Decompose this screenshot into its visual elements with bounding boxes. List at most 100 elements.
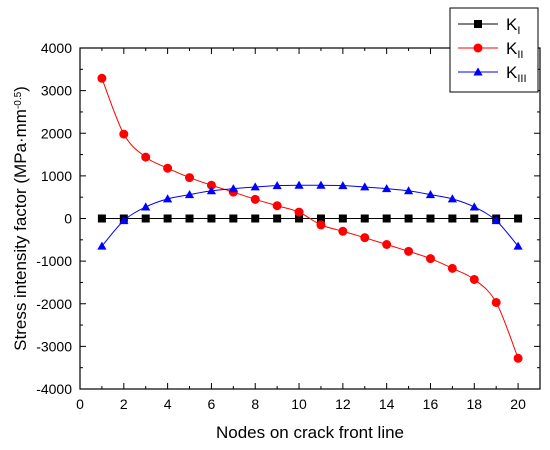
data-point (338, 214, 347, 223)
x-tick-label: 8 (251, 396, 259, 412)
series-layer (97, 73, 523, 363)
data-point (425, 190, 436, 199)
x-axis: 0 2 4 6 8 10 12 14 16 18 20 (76, 48, 541, 412)
series-triangle (97, 180, 523, 250)
x-tick-label: 12 (335, 396, 351, 412)
legend-entry: KI (458, 15, 520, 37)
data-point (97, 241, 107, 250)
y-axis-title: Stress intensity factor (MPa·mm-0.5) (11, 86, 30, 351)
data-point (250, 194, 260, 204)
plot-area: -4000 -3000 -2000 -1000 0 1000 2000 3000 4000 0 2… (36, 40, 541, 412)
legend-entry: KII (458, 39, 523, 61)
y-tick-label: -4000 (36, 381, 72, 397)
data-point (338, 226, 348, 236)
data-point (272, 201, 282, 211)
legend-label: KI (506, 15, 520, 37)
data-point (447, 194, 457, 203)
legend-label: KII (506, 39, 523, 61)
y-tick-label: 4000 (41, 40, 72, 56)
data-point (184, 190, 195, 199)
x-axis-title: Nodes on crack front line (216, 423, 404, 442)
x-tick-label: 0 (76, 396, 84, 412)
y-tick-label: 2000 (41, 125, 72, 141)
data-point (448, 214, 457, 223)
data-point (514, 214, 523, 223)
data-point (141, 152, 151, 162)
data-point (360, 182, 370, 191)
svg-text:Stress intensity factor (MPa·m: Stress intensity factor (MPa·mm-0.5) (11, 86, 30, 351)
y-tick-label: 0 (64, 211, 72, 227)
legend-entry: KIII (458, 63, 527, 85)
y-axis-title-main: Stress intensity factor (MPa·mm (11, 109, 30, 351)
data-point (207, 214, 216, 223)
data-point (403, 186, 414, 195)
data-point (295, 214, 304, 223)
data-point (229, 214, 238, 223)
data-point (338, 181, 348, 190)
y-axis-title-exponent: -0.5 (13, 91, 24, 109)
y-tick-label: 3000 (41, 83, 72, 99)
series-circle (97, 73, 523, 363)
data-point (272, 181, 282, 190)
data-point (97, 73, 107, 83)
data-point (404, 214, 413, 223)
data-point (185, 173, 195, 183)
data-point (469, 202, 479, 211)
data-point (251, 214, 260, 223)
y-tick-label: -1000 (36, 253, 72, 269)
data-point (425, 254, 435, 264)
data-point (491, 216, 501, 225)
x-tick-label: 18 (466, 396, 482, 412)
y-axis-title-close: ) (11, 86, 30, 92)
data-point (360, 214, 369, 223)
data-point (360, 233, 370, 243)
data-point (316, 220, 326, 230)
data-point (470, 214, 479, 223)
data-point (294, 180, 304, 189)
data-point (447, 263, 457, 273)
data-point (316, 214, 325, 223)
data-point (316, 180, 326, 189)
legend: KI KII KIII (449, 7, 539, 93)
data-point (163, 163, 173, 173)
data-point (513, 353, 523, 363)
legend-marker (474, 20, 482, 28)
data-point (404, 246, 414, 256)
data-point (469, 274, 479, 284)
x-tick-label: 14 (379, 396, 395, 412)
data-point (141, 214, 150, 223)
data-point (119, 129, 129, 139)
legend-label: KIII (506, 63, 527, 85)
data-point (206, 180, 216, 190)
data-point (250, 182, 260, 191)
data-point (382, 184, 392, 193)
data-point (185, 214, 194, 223)
data-point (426, 214, 435, 223)
x-tick-label: 2 (120, 396, 128, 412)
data-point (206, 186, 217, 195)
y-tick-label: -2000 (36, 296, 72, 312)
y-tick-label: -3000 (36, 338, 72, 354)
data-point (273, 214, 282, 223)
x-tick-label: 4 (164, 396, 172, 412)
data-point (513, 241, 523, 250)
x-tick-label: 16 (423, 396, 439, 412)
x-tick-label: 10 (291, 396, 307, 412)
data-point (163, 194, 173, 203)
legend-marker (473, 43, 483, 53)
data-point (119, 216, 129, 225)
data-point (382, 214, 391, 223)
data-point (491, 297, 501, 307)
x-tick-label: 6 (208, 396, 216, 412)
y-axis: -4000 -3000 -2000 -1000 0 1000 2000 3000 4000 (36, 40, 540, 397)
y-tick-label: 1000 (41, 168, 72, 184)
x-tick-label: 20 (510, 396, 526, 412)
data-point (228, 184, 238, 193)
legend-marker (473, 67, 483, 76)
data-point (294, 207, 304, 217)
data-point (141, 202, 151, 211)
data-point (382, 240, 392, 250)
data-point (97, 214, 106, 223)
data-point (163, 214, 172, 223)
